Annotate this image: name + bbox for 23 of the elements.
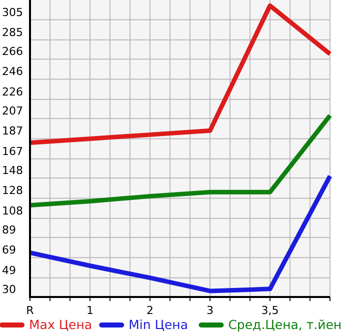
y-tick-label: 285 <box>2 26 23 39</box>
legend-label: Max Цена <box>29 317 92 332</box>
y-tick-label: 305 <box>2 6 23 19</box>
x-tick-label: 3,5 <box>261 304 279 317</box>
y-tick-label: 49 <box>2 264 16 277</box>
y-tick-label: 207 <box>2 104 23 118</box>
y-tick-label: 148 <box>2 164 23 178</box>
legend-label: Min Цена <box>128 317 188 332</box>
y-tick-label: 108 <box>2 204 23 218</box>
y-tick-label: 30 <box>2 283 16 296</box>
y-tick-label: 167 <box>2 144 23 158</box>
x-tick-label: 2 <box>146 304 154 317</box>
y-tick-label: 128 <box>2 184 23 198</box>
x-tick-label: 1 <box>86 304 94 317</box>
y-tick-label: 226 <box>2 85 23 98</box>
x-tick-label: R <box>26 304 34 317</box>
y-tick-label: 266 <box>2 45 23 58</box>
y-tick-label: 187 <box>2 124 23 138</box>
x-tick-label: 3 <box>206 304 214 317</box>
y-tick-label: 246 <box>2 65 23 78</box>
legend-label: Сред.Цена, т.йен <box>228 317 342 332</box>
y-tick-label: 89 <box>2 224 16 237</box>
y-tick-label: 69 <box>2 244 16 257</box>
